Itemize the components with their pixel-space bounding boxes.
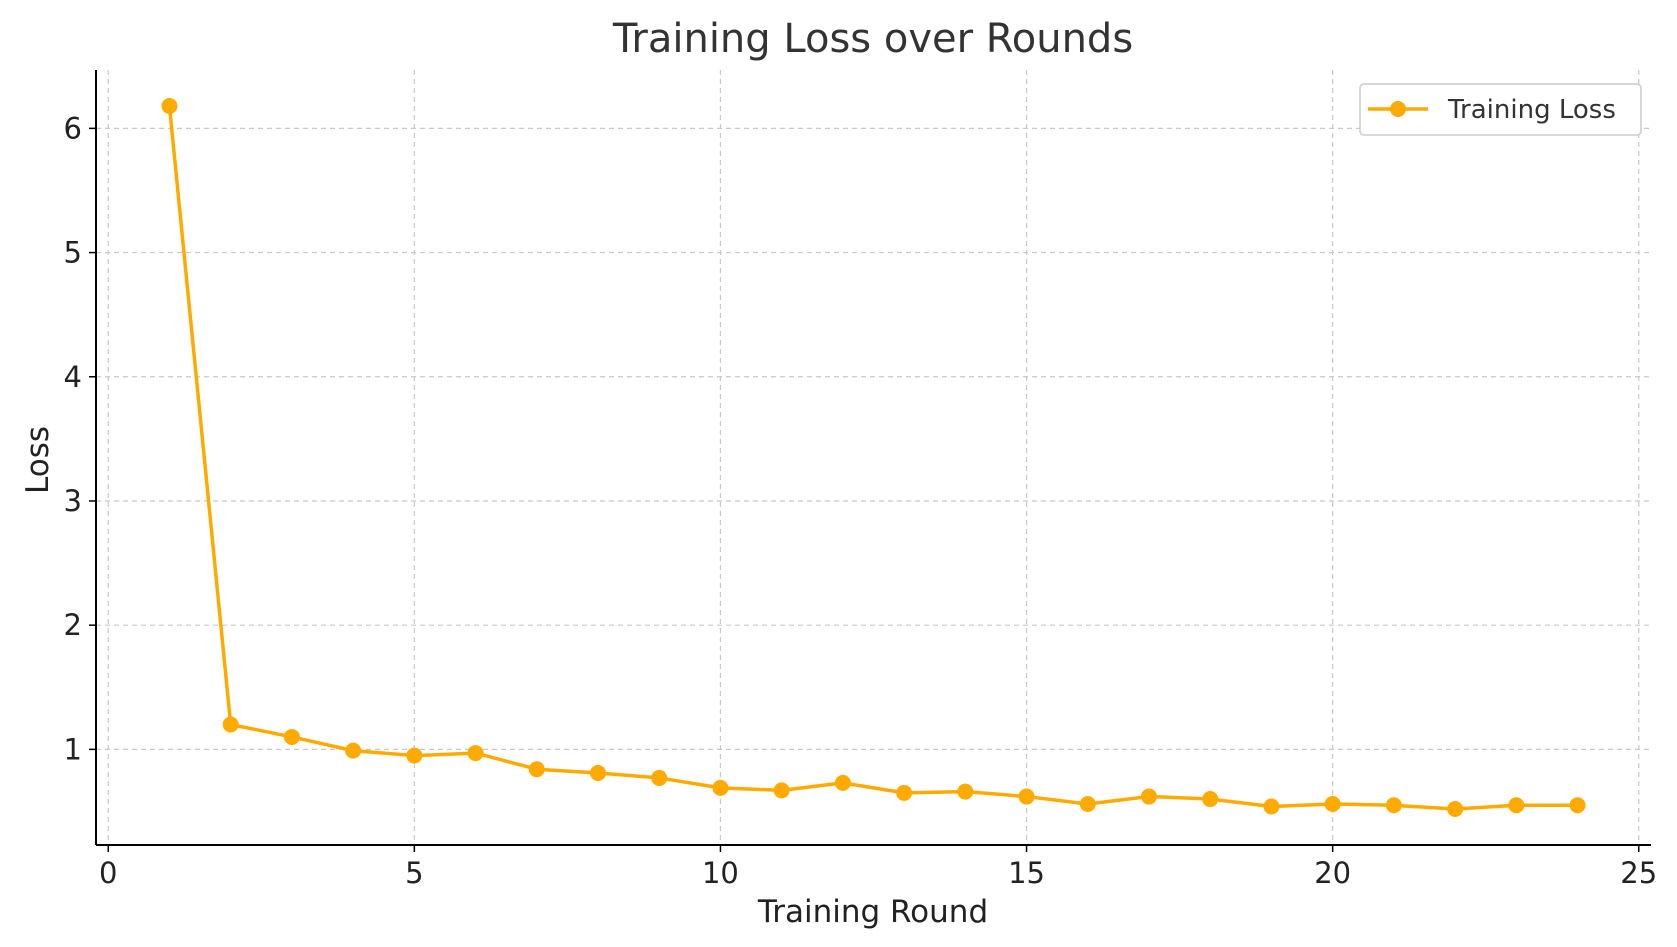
x-axis-label: Training Round [757, 894, 988, 930]
data-point [1324, 796, 1341, 813]
legend-box [1359, 83, 1642, 136]
y-tick-label: 2 [64, 608, 82, 642]
y-tick-label: 3 [64, 484, 82, 518]
series-line [167, 105, 1578, 811]
x-tick-label: 5 [405, 856, 423, 890]
data-point [161, 98, 178, 115]
series-layer [161, 98, 1586, 817]
y-tick-label: 1 [64, 732, 82, 766]
y-tick-label: 6 [64, 111, 82, 145]
data-point [1202, 791, 1219, 808]
data-point [651, 769, 668, 786]
data-point [712, 779, 729, 796]
data-point [222, 716, 239, 733]
labels-layer: Training Loss over Rounds Training Round… [20, 16, 1133, 930]
data-point [896, 784, 913, 801]
x-tick-label: 0 [99, 856, 117, 890]
data-point [1079, 796, 1096, 813]
data-point [528, 761, 545, 778]
y-tick-label: 4 [64, 360, 82, 394]
x-tick-label: 10 [702, 856, 739, 890]
x-tick-label: 25 [1620, 856, 1657, 890]
data-point [283, 728, 300, 745]
data-point [1508, 797, 1525, 814]
data-point [1140, 788, 1157, 805]
legend-marker-swatch [1390, 101, 1406, 117]
axes: 0 5 10 15 20 25 1 2 3 4 5 6 [64, 70, 1657, 890]
data-point [467, 745, 484, 762]
x-tick-label: 15 [1008, 856, 1045, 890]
data-point [406, 747, 423, 764]
legend: Training Loss [1359, 83, 1642, 136]
chart-title: Training Loss over Rounds [612, 16, 1133, 62]
data-point [590, 764, 607, 781]
y-tick-label: 5 [64, 236, 82, 270]
data-point [834, 774, 851, 791]
grid-lines [96, 70, 1651, 845]
data-point [773, 782, 790, 799]
data-point [1385, 797, 1402, 814]
data-point [345, 742, 362, 759]
y-axis-label: Loss [20, 426, 56, 494]
data-point [957, 783, 974, 800]
data-point [1569, 797, 1586, 814]
data-point [1263, 798, 1280, 815]
legend-label: Training Loss [1447, 95, 1616, 125]
data-point [1018, 788, 1035, 805]
x-tick-label: 20 [1314, 856, 1351, 890]
data-point [1447, 800, 1464, 817]
